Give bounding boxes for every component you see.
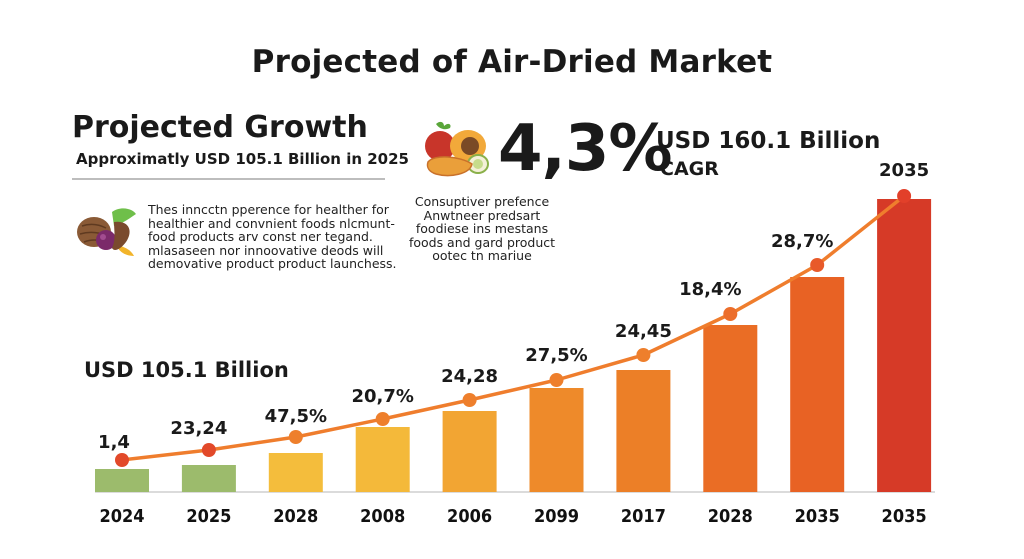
x-tick-label: 2028 — [273, 506, 318, 527]
trend-point — [288, 430, 303, 444]
x-tick-label: 2008 — [360, 506, 405, 527]
bar-2 — [268, 453, 323, 492]
chart-title: Projected of Air-Dried Market — [251, 44, 773, 80]
x-tick-label: 2028 — [708, 506, 753, 527]
trend-point — [549, 373, 564, 387]
fruit-icon — [420, 118, 494, 192]
bar-0 — [95, 469, 149, 492]
data-label: 20,7% — [351, 386, 413, 407]
x-tick-label: 2006 — [447, 506, 492, 527]
x-tick-label: 2025 — [186, 506, 231, 527]
consumer-preference-text: Consuptiver prefence Anwtneer predsart f… — [408, 194, 556, 263]
x-tick-label: 2035 — [795, 506, 840, 527]
trend-point — [462, 393, 477, 407]
current-amount-2025: USD 105.1 Billion — [84, 358, 289, 382]
market-description: Thes inncctn pperence for healther for h… — [148, 202, 397, 271]
data-label: 23,24 — [170, 418, 227, 439]
trend-point — [636, 348, 651, 362]
data-label: 1,4 — [98, 432, 130, 453]
trend-point — [723, 307, 738, 321]
nuts-icon — [74, 202, 144, 258]
projected-growth-heading: Projected Growth — [72, 110, 368, 145]
data-label: 24,45 — [615, 321, 672, 342]
bar-4 — [442, 411, 497, 492]
data-label: 47,5% — [265, 406, 327, 427]
data-label: 24,28 — [441, 366, 498, 387]
bar-9 — [877, 199, 932, 492]
bar-7 — [703, 325, 758, 492]
data-label: 18,4% — [679, 279, 741, 300]
trend-point — [375, 412, 390, 426]
x-tick-label: 2099 — [534, 506, 579, 527]
x-tick-label: 2024 — [99, 506, 144, 527]
bar-6 — [616, 370, 671, 492]
bar-5 — [529, 388, 584, 492]
cagr-value: 4,3% — [498, 112, 672, 186]
trend-point — [810, 258, 825, 272]
x-tick-label: 2017 — [621, 506, 666, 527]
data-label: 28,7% — [771, 231, 833, 252]
trend-line — [121, 194, 906, 462]
data-label: 2035 — [879, 160, 929, 181]
bar-8 — [790, 277, 845, 492]
projected-growth-subheading: Approximatly USD 105.1 Billion in 2025 — [76, 150, 409, 168]
projected-amount-2035: USD 160.1 Billion — [656, 128, 881, 154]
x-tick-label: 2035 — [882, 506, 927, 527]
heading-divider — [72, 178, 385, 180]
data-label: 27,5% — [525, 345, 587, 366]
trend-point — [897, 189, 912, 203]
bar-3 — [355, 427, 410, 492]
trend-point — [201, 443, 216, 457]
trend-point — [115, 453, 129, 467]
bar-1 — [181, 465, 236, 492]
cagr-label: CAGR — [660, 158, 719, 180]
